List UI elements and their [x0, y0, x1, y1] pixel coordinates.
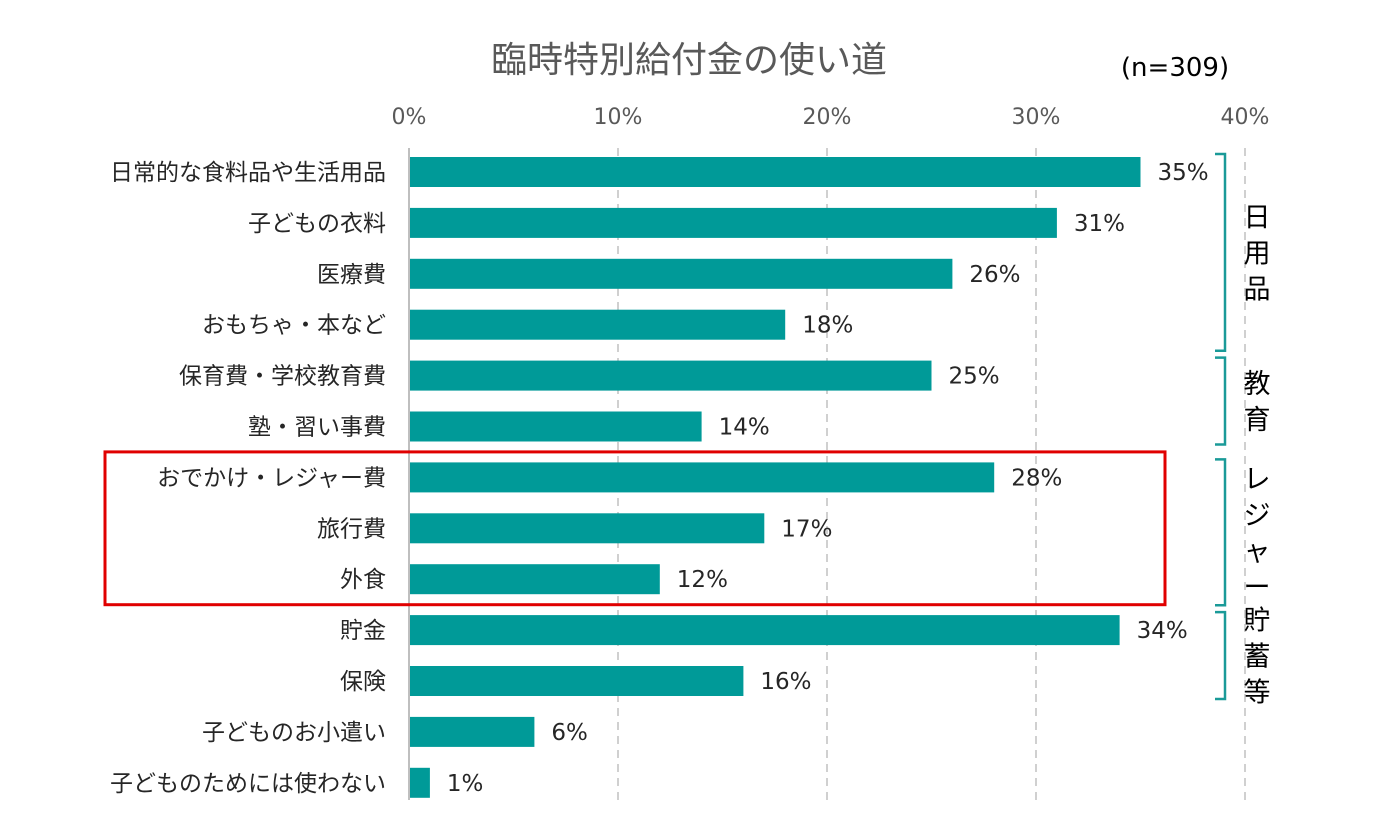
value-label: 17%: [781, 516, 832, 542]
bar: [410, 360, 932, 391]
bar: [410, 666, 744, 696]
bars: [410, 157, 1141, 798]
highlight-box: [103, 450, 1167, 607]
value-labels: 35% 31% 26% 18% 25% 14% 28% 17% 12% 34% 16% 6% 1%: [447, 160, 1209, 797]
bar: [410, 157, 1141, 187]
category-label: 外食: [340, 567, 386, 593]
bar: [410, 615, 1120, 646]
x-tick-label: 0%: [392, 105, 427, 130]
category-label: 子どものお小遣い: [202, 720, 386, 746]
bar: [410, 411, 702, 442]
group-label: 教育: [1244, 369, 1271, 436]
value-label: 26%: [969, 262, 1020, 288]
x-tick-label: 20%: [803, 105, 852, 130]
chart-title: 臨時特別給付金の使い道: [491, 40, 887, 81]
value-label: 14%: [719, 415, 770, 441]
category-label: 貯金: [340, 618, 386, 644]
category-label: 日常的な食料品や生活用品: [110, 160, 386, 186]
x-tick-label: 40%: [1221, 105, 1270, 130]
value-label: 6%: [551, 720, 588, 746]
value-label: 16%: [760, 669, 811, 695]
group-label: 日用品: [1244, 202, 1271, 305]
group-label: レジャー: [1244, 464, 1271, 603]
category-label: 保育費・学校教育費: [179, 364, 386, 390]
group-bracket: [1215, 356, 1227, 446]
bar: [410, 309, 786, 340]
group-label: 貯蓄等: [1244, 606, 1271, 709]
bar: [410, 207, 1057, 238]
sample-size-label: (n=309): [1121, 53, 1229, 83]
value-label: 35%: [1158, 160, 1209, 186]
category-label: 子どもの衣料: [248, 211, 386, 237]
category-label: おでかけ・レジャー費: [157, 465, 386, 491]
group-bracket: [1215, 152, 1227, 352]
value-label: 25%: [949, 364, 1000, 390]
group-bracket: [1215, 610, 1227, 701]
value-label: 31%: [1074, 211, 1125, 237]
bar: [410, 564, 660, 595]
bar: [410, 513, 765, 544]
value-label: 1%: [447, 771, 484, 797]
x-axis-ticks: 0% 10% 20% 30% 40%: [392, 105, 1270, 130]
value-label: 12%: [677, 567, 728, 593]
x-tick-label: 10%: [594, 105, 643, 130]
category-label: 保険: [340, 669, 386, 695]
bar: [410, 258, 953, 289]
bar: [410, 462, 995, 493]
category-label: 子どものためには使わない: [110, 771, 386, 797]
value-label: 18%: [802, 313, 853, 339]
value-label: 34%: [1137, 618, 1188, 644]
highlight-rectangle: [103, 450, 1167, 607]
category-label: おもちゃ・本など: [202, 313, 386, 339]
x-tick-label: 30%: [1012, 105, 1061, 130]
bar: [410, 767, 430, 798]
bar: [410, 716, 535, 747]
group-bracket: [1215, 458, 1227, 607]
category-label: 医療費: [317, 262, 386, 288]
category-label: 塾・習い事費: [248, 415, 386, 441]
category-label: 旅行費: [317, 516, 386, 542]
value-label: 28%: [1011, 465, 1062, 491]
category-labels: 日常的な食料品や生活用品子どもの衣料医療費おもちゃ・本など保育費・学校教育費塾・…: [110, 160, 386, 797]
